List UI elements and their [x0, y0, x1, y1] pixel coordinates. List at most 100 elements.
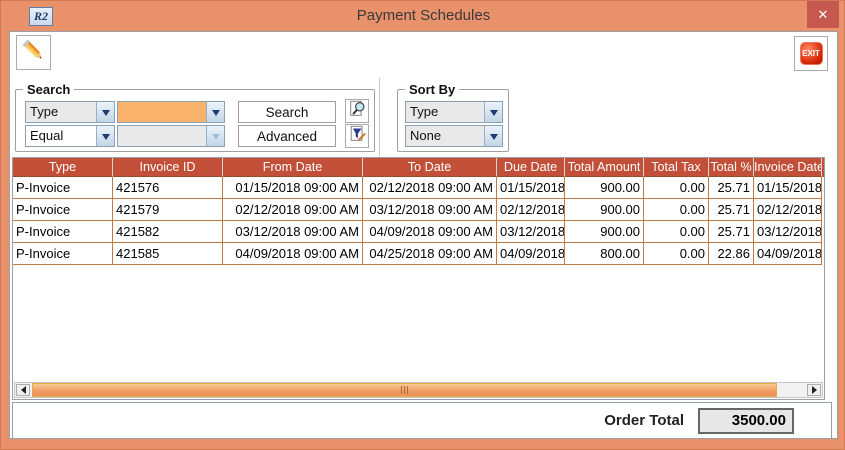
app-logo-icon: R2 [29, 7, 53, 26]
search-operator-combo[interactable]: Equal [25, 125, 115, 147]
advanced-search-icon [348, 124, 367, 148]
advanced-button-label: Advanced [256, 128, 318, 144]
scroll-left-button[interactable] [16, 384, 30, 396]
search-group: Search Type Search [15, 82, 375, 152]
combo-arrow-button[interactable] [206, 102, 224, 122]
search-secondary-value-combo [117, 125, 225, 147]
horizontal-scrollbar[interactable] [14, 382, 823, 398]
title-bar: R2 Payment Schedules ✕ [1, 1, 844, 31]
table-cell: 22.86 [709, 243, 754, 265]
close-button[interactable]: ✕ [807, 1, 839, 28]
table-cell: 04/09/2018 [754, 243, 822, 265]
table-cell: 421579 [113, 199, 223, 221]
table-cell: 02/12/2018 09:00 AM [223, 199, 363, 221]
table-row[interactable]: P-Invoice 421582 03/12/2018 09:00 AM 04/09/… [13, 221, 824, 243]
combo-arrow-button-disabled [206, 126, 224, 146]
sort-secondary-value: None [406, 126, 484, 146]
advanced-button[interactable]: Advanced [238, 125, 336, 147]
chevron-down-icon [489, 109, 498, 120]
search-operator-value: Equal [30, 128, 64, 143]
column-header[interactable]: To Date [363, 158, 497, 177]
quick-search-button[interactable] [345, 99, 369, 123]
arrow-right-icon [811, 386, 821, 394]
table-cell: P-Invoice [13, 199, 113, 221]
sort-by-group-label: Sort By [405, 82, 460, 97]
order-total-label: Order Total [604, 412, 684, 429]
table-cell: 02/12/2018 [497, 199, 565, 221]
combo-arrow-button[interactable] [96, 126, 114, 146]
magnifier-document-icon [348, 99, 367, 123]
table-cell: 421582 [113, 221, 223, 243]
table-cell: 0.00 [644, 177, 709, 199]
table-row[interactable]: P-Invoice 421579 02/12/2018 09:00 AM 03/12/… [13, 199, 824, 221]
table-cell: 900.00 [565, 221, 644, 243]
table-row[interactable]: P-Invoice 421576 01/15/2018 09:00 AM 02/12/… [13, 177, 824, 199]
table-cell: 0.00 [644, 221, 709, 243]
content-panel: EXIT Search Type Search [9, 31, 838, 439]
order-total-value: 3500.00 [698, 407, 794, 434]
edit-button[interactable] [16, 35, 51, 70]
chevron-down-icon [211, 133, 220, 144]
table-cell: 421576 [113, 177, 223, 199]
table-cell: 02/12/2018 09:00 AM [363, 177, 497, 199]
table-row[interactable]: P-Invoice 421585 04/09/2018 09:00 AM 04/25/… [13, 243, 824, 265]
table-cell: 01/15/2018 [497, 177, 565, 199]
table-cell: 0.00 [644, 243, 709, 265]
pencil-icon [20, 37, 47, 69]
close-icon: ✕ [817, 6, 829, 22]
search-field-combo[interactable]: Type [25, 101, 115, 123]
exit-button[interactable]: EXIT [794, 36, 828, 71]
arrow-left-icon [17, 386, 26, 394]
table-cell: 900.00 [565, 199, 644, 221]
column-header[interactable]: Total Amount [565, 158, 644, 177]
search-value-input[interactable] [118, 102, 206, 122]
column-header[interactable]: Type [13, 158, 113, 177]
sort-primary-combo[interactable]: Type [405, 101, 503, 123]
chevron-down-icon [489, 133, 498, 144]
scroll-right-button[interactable] [807, 384, 821, 396]
column-header[interactable]: Invoice ID [113, 158, 223, 177]
table-cell: 01/15/2018 [754, 177, 822, 199]
column-header[interactable]: Total Tax [644, 158, 709, 177]
table-cell: 0.00 [644, 199, 709, 221]
column-header[interactable]: Due Date [497, 158, 565, 177]
table-cell: P-Invoice [13, 177, 113, 199]
sort-by-group: Sort By Type None [397, 82, 509, 152]
table-cell: 421585 [113, 243, 223, 265]
table-cell: P-Invoice [13, 221, 113, 243]
payment-schedule-table: Type Invoice ID From Date To Date Due Date To… [12, 157, 825, 400]
table-header-row: Type Invoice ID From Date To Date Due Date To… [13, 158, 824, 177]
chevron-down-icon [101, 109, 110, 120]
advanced-search-button[interactable] [345, 124, 369, 148]
table-cell: 04/09/2018 09:00 AM [363, 221, 497, 243]
grip-icon [400, 381, 409, 399]
table-cell: P-Invoice [13, 243, 113, 265]
column-header[interactable]: Total % [709, 158, 754, 177]
chevron-down-icon [211, 109, 220, 120]
table-cell: 25.71 [709, 177, 754, 199]
column-header[interactable]: From Date [223, 158, 363, 177]
search-button[interactable]: Search [238, 101, 336, 123]
search-panel-divider [379, 78, 380, 156]
combo-arrow-button[interactable] [484, 126, 502, 146]
sort-secondary-combo[interactable]: None [405, 125, 503, 147]
search-group-label: Search [23, 82, 75, 97]
exit-icon: EXIT [799, 42, 823, 65]
search-value-combo[interactable] [117, 101, 225, 123]
table-body: P-Invoice 421576 01/15/2018 09:00 AM 02/12/… [13, 177, 824, 265]
column-header[interactable]: Invoice Date [754, 158, 822, 177]
search-secondary-value [118, 126, 206, 146]
table-cell: 04/25/2018 09:00 AM [363, 243, 497, 265]
chevron-down-icon [101, 133, 110, 144]
combo-arrow-button[interactable] [484, 102, 502, 122]
search-button-label: Search [265, 104, 309, 120]
scrollbar-thumb[interactable] [32, 383, 777, 397]
table-cell: 04/09/2018 [497, 243, 565, 265]
table-cell: 25.71 [709, 199, 754, 221]
table-cell: 02/12/2018 [754, 199, 822, 221]
combo-arrow-button[interactable] [96, 102, 114, 122]
table-cell: 04/09/2018 09:00 AM [223, 243, 363, 265]
table-cell: 03/12/2018 09:00 AM [363, 199, 497, 221]
window-title: Payment Schedules [356, 7, 491, 24]
